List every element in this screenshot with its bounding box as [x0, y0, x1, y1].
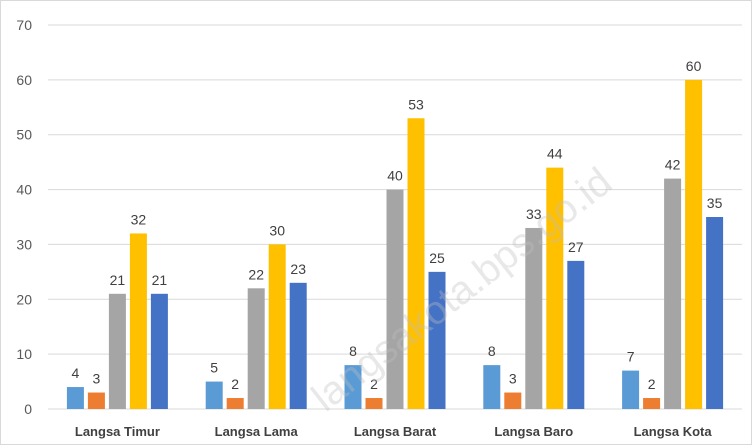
data-label: 2: [648, 376, 656, 392]
y-tick-label: 30: [16, 236, 32, 252]
bar: [290, 283, 307, 409]
x-category-label: Langsa Timur: [75, 424, 160, 439]
x-category-label: Langsa Lama: [215, 424, 299, 439]
y-tick-label: 70: [16, 17, 32, 33]
y-tick-label: 60: [16, 72, 32, 88]
x-category-label: Langsa Baro: [494, 424, 573, 439]
y-tick-label: 10: [16, 346, 32, 362]
data-label: 8: [488, 343, 496, 359]
bar: [483, 365, 500, 409]
data-label: 21: [110, 272, 126, 288]
data-label: 60: [686, 58, 702, 74]
bar: [685, 80, 702, 409]
y-tick-label: 40: [16, 182, 32, 198]
data-label: 21: [152, 272, 168, 288]
data-label: 35: [707, 195, 723, 211]
data-label: 5: [210, 360, 218, 376]
data-label: 3: [509, 371, 517, 387]
data-label: 7: [627, 349, 635, 365]
bar: [130, 233, 147, 409]
data-label: 32: [131, 211, 147, 227]
data-label: 40: [387, 168, 403, 184]
data-label: 30: [269, 222, 285, 238]
x-category-label: Langsa Kota: [634, 424, 713, 439]
y-tick-label: 0: [24, 401, 32, 417]
data-label: 42: [665, 157, 681, 173]
data-label: 27: [568, 239, 584, 255]
bar: [151, 294, 168, 409]
bar: [88, 393, 105, 409]
data-label: 23: [290, 261, 306, 277]
data-label: 53: [408, 96, 424, 112]
bar: [408, 118, 425, 409]
y-tick-label: 20: [16, 291, 32, 307]
bar: [366, 398, 383, 409]
bar: [248, 288, 265, 409]
y-tick-label: 50: [16, 127, 32, 143]
data-label: 44: [547, 146, 563, 162]
bar: [269, 244, 286, 409]
data-label: 22: [248, 266, 264, 282]
bar: [664, 179, 681, 409]
x-category-label: Langsa Barat: [354, 424, 437, 439]
bar: [109, 294, 126, 409]
bar: [227, 398, 244, 409]
data-label: 3: [93, 371, 101, 387]
data-label: 4: [72, 365, 80, 381]
bar: [622, 371, 639, 409]
y-axis-ticks: 0 10 20 30 40 50 60 70: [16, 17, 32, 417]
data-label: 25: [429, 250, 445, 266]
bar: [567, 261, 584, 409]
bar: [387, 190, 404, 409]
bar: [643, 398, 660, 409]
bar: [206, 382, 223, 409]
bar: [504, 393, 521, 409]
bar: [706, 217, 723, 409]
data-label: 2: [231, 376, 239, 392]
bar: [67, 387, 84, 409]
x-axis-categories: Langsa Timur Langsa Lama Langsa Barat Langs…: [75, 424, 712, 439]
